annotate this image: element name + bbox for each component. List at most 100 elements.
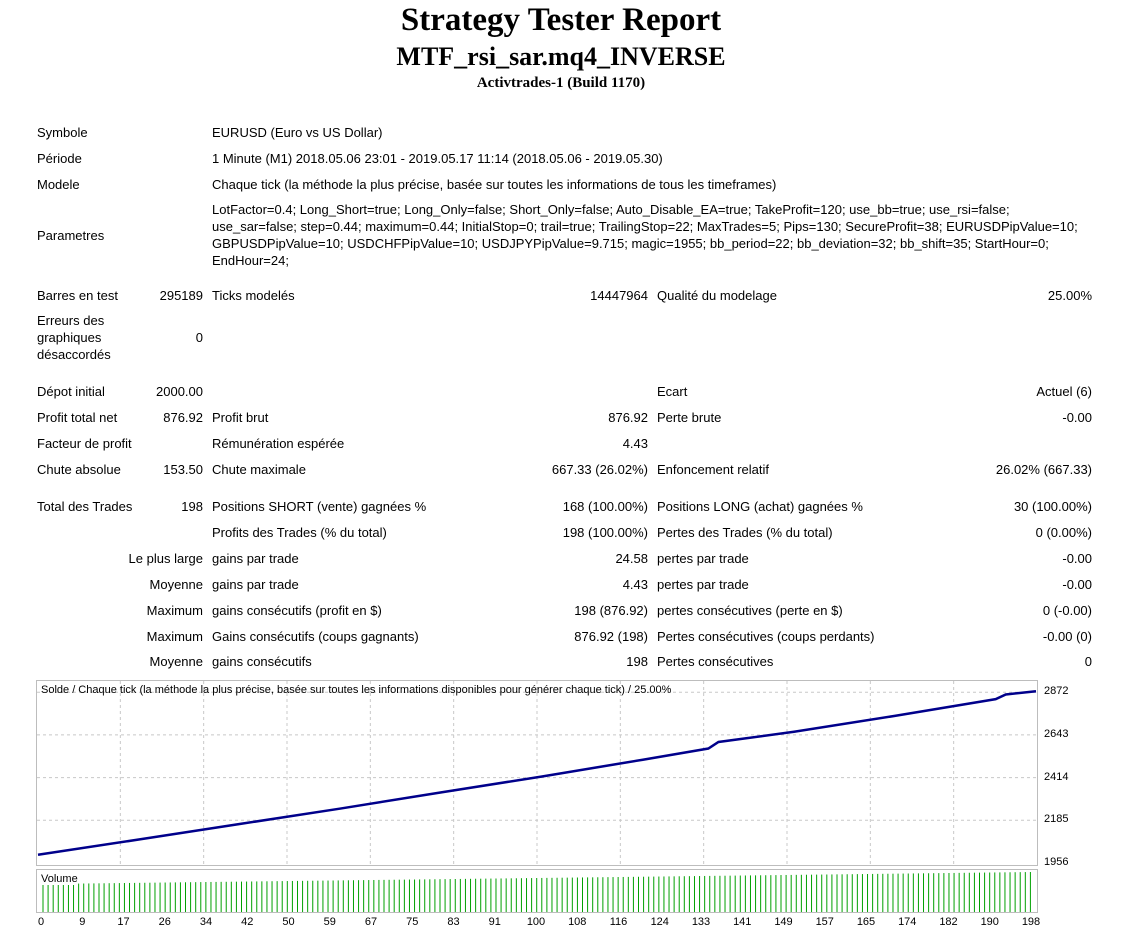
expert-name: MTF_rsi_sar.mq4_INVERSE bbox=[396, 42, 726, 71]
abs-drawdown-label: Chute absolue bbox=[37, 462, 121, 477]
total-trades-label: Total des Trades bbox=[37, 499, 133, 514]
largest-label: Le plus large bbox=[128, 551, 203, 566]
loss-trades-label: Pertes des Trades (% du total) bbox=[657, 525, 833, 540]
report-title: Strategy Tester Report bbox=[400, 2, 722, 38]
average-label: Moyenne bbox=[149, 577, 203, 592]
max-cons-profit-value: 876.92 (198) bbox=[574, 629, 648, 644]
payoff-label: Rémunération espérée bbox=[212, 436, 345, 451]
period-value: 1 Minute (M1) 2018.05.06 23:01 - 2019.05… bbox=[212, 151, 663, 166]
ticks-value: 14447964 bbox=[590, 288, 648, 303]
profit-trades-label: Profits des Trades (% du total) bbox=[212, 525, 387, 540]
rel-drawdown-label: Enfoncement relatif bbox=[657, 462, 770, 477]
short-won-value: 168 (100.00%) bbox=[562, 499, 648, 514]
x-tick-label: 9 bbox=[79, 916, 86, 928]
max-drawdown-label: Chute maximale bbox=[212, 462, 306, 477]
x-tick-label: 42 bbox=[241, 916, 254, 928]
x-tick-label: 141 bbox=[733, 916, 752, 928]
y-tick-label: 2643 bbox=[1044, 727, 1069, 740]
x-tick-label: 149 bbox=[774, 916, 793, 928]
x-tick-label: 100 bbox=[526, 916, 546, 928]
rel-drawdown-value: 26.02% (667.33) bbox=[995, 462, 1092, 477]
largest-loss-label: pertes par trade bbox=[657, 551, 749, 566]
period-label: Période bbox=[37, 151, 82, 166]
model-label: Modele bbox=[37, 177, 80, 192]
bars-value: 295189 bbox=[159, 288, 203, 303]
x-tick-label: 133 bbox=[691, 916, 711, 928]
max-cons-wins-value: 198 (876.92) bbox=[574, 603, 648, 618]
balance-chart-svg bbox=[37, 681, 1037, 865]
max-cons-profit-label: Gains consécutifs (coups gagnants) bbox=[212, 629, 419, 644]
gross-loss-label: Perte brute bbox=[657, 410, 722, 425]
largest-win-label: gains par trade bbox=[212, 551, 299, 566]
x-tick-label: 91 bbox=[488, 916, 501, 928]
y-tick-label: 2414 bbox=[1044, 770, 1069, 783]
max-cons-wins-label: gains consécutifs (profit en $) bbox=[212, 603, 382, 618]
avg-loss-value: -0.00 bbox=[1062, 577, 1092, 592]
gross-loss-value: -0.00 bbox=[1062, 410, 1092, 425]
x-tick-label: 34 bbox=[199, 916, 213, 928]
x-tick-label: 17 bbox=[117, 916, 130, 928]
avg-win-value: 4.43 bbox=[622, 577, 648, 592]
y-tick-label: 2872 bbox=[1044, 685, 1069, 698]
gross-profit-label: Profit brut bbox=[212, 410, 269, 425]
bars-label: Barres en test bbox=[37, 288, 118, 303]
params-value: LotFactor=0.4; Long_Short=true; Long_Onl… bbox=[212, 202, 1078, 268]
net-profit-value: 876.92 bbox=[163, 410, 203, 425]
x-tick-label: 182 bbox=[939, 916, 958, 928]
x-tick-label: 83 bbox=[447, 916, 460, 928]
avg-cons-wins-value: 198 bbox=[626, 654, 648, 669]
long-won-label: Positions LONG (achat) gagnées % bbox=[657, 499, 863, 514]
payoff-value: 4.43 bbox=[622, 436, 648, 451]
y-tick-label: 1956 bbox=[1044, 856, 1069, 868]
x-tick-label: 26 bbox=[158, 916, 171, 928]
ticks-label: Ticks modelés bbox=[212, 288, 295, 303]
net-profit-label: Profit total net bbox=[37, 410, 118, 425]
y-tick-label: 2185 bbox=[1044, 813, 1069, 826]
profit-trades-value: 198 (100.00%) bbox=[562, 525, 648, 540]
quality-label: Qualité du modelage bbox=[657, 288, 777, 303]
x-tick-label: 157 bbox=[815, 916, 834, 928]
volume-chart: Volume bbox=[36, 869, 1038, 913]
x-tick-label: 174 bbox=[898, 916, 917, 928]
symbol-label: Symbole bbox=[37, 125, 88, 140]
spread-label: Ecart bbox=[657, 384, 688, 399]
balance-chart: Solde / Chaque tick (la méthode la plus … bbox=[36, 680, 1038, 866]
max-drawdown-value: 667.33 (26.02%) bbox=[551, 462, 648, 477]
avg-cons-losses-label: Pertes consécutives bbox=[657, 654, 774, 669]
max-cons-losses-label: pertes consécutives (perte en $) bbox=[657, 603, 843, 618]
maximum-label-2: Maximum bbox=[146, 629, 203, 644]
deposit-value: 2000.00 bbox=[156, 384, 203, 399]
x-tick-label: 124 bbox=[650, 916, 669, 928]
x-tick-label: 50 bbox=[282, 916, 295, 928]
symbol-value: EURUSD (Euro vs US Dollar) bbox=[212, 125, 383, 140]
avg-cons-wins-label: gains consécutifs bbox=[212, 654, 312, 669]
x-tick-label: 116 bbox=[609, 916, 628, 928]
max-cons-loss-label: Pertes consécutives (coups perdants) bbox=[657, 629, 875, 644]
model-value: Chaque tick (la méthode la plus précise,… bbox=[212, 177, 777, 192]
x-tick-label: 59 bbox=[323, 916, 336, 928]
total-trades-value: 198 bbox=[181, 499, 203, 514]
chart-caption: Solde / Chaque tick (la méthode la plus … bbox=[41, 684, 672, 696]
loss-trades-value: 0 (0.00%) bbox=[1035, 525, 1092, 540]
params-label: Parametres bbox=[37, 228, 105, 243]
errors-label: Erreurs des graphiques désaccordés bbox=[37, 313, 111, 362]
x-tick-label: 67 bbox=[364, 916, 378, 928]
deposit-label: Dépot initial bbox=[37, 384, 105, 399]
max-cons-loss-value: -0.00 (0) bbox=[1042, 629, 1092, 644]
spread-value: Actuel (6) bbox=[1036, 384, 1092, 399]
x-tick-label: 108 bbox=[568, 916, 587, 928]
x-tick-label: 165 bbox=[856, 916, 876, 928]
quality-value: 25.00% bbox=[1047, 288, 1092, 303]
short-won-label: Positions SHORT (vente) gagnées % bbox=[212, 499, 427, 514]
x-tick-label: 0 bbox=[37, 916, 45, 928]
gross-profit-value: 876.92 bbox=[608, 410, 648, 425]
server-build: Activtrades-1 (Build 1170) bbox=[476, 75, 646, 91]
avg-win-label: gains par trade bbox=[212, 577, 299, 592]
abs-drawdown-value: 153.50 bbox=[163, 462, 203, 477]
maximum-label: Maximum bbox=[146, 603, 203, 618]
x-tick-label: 198 bbox=[1021, 916, 1041, 928]
long-won-value: 30 (100.00%) bbox=[1013, 499, 1092, 514]
x-tick-label: 190 bbox=[980, 916, 999, 928]
largest-win-value: 24.58 bbox=[615, 551, 648, 566]
profit-factor-label: Facteur de profit bbox=[37, 436, 132, 451]
